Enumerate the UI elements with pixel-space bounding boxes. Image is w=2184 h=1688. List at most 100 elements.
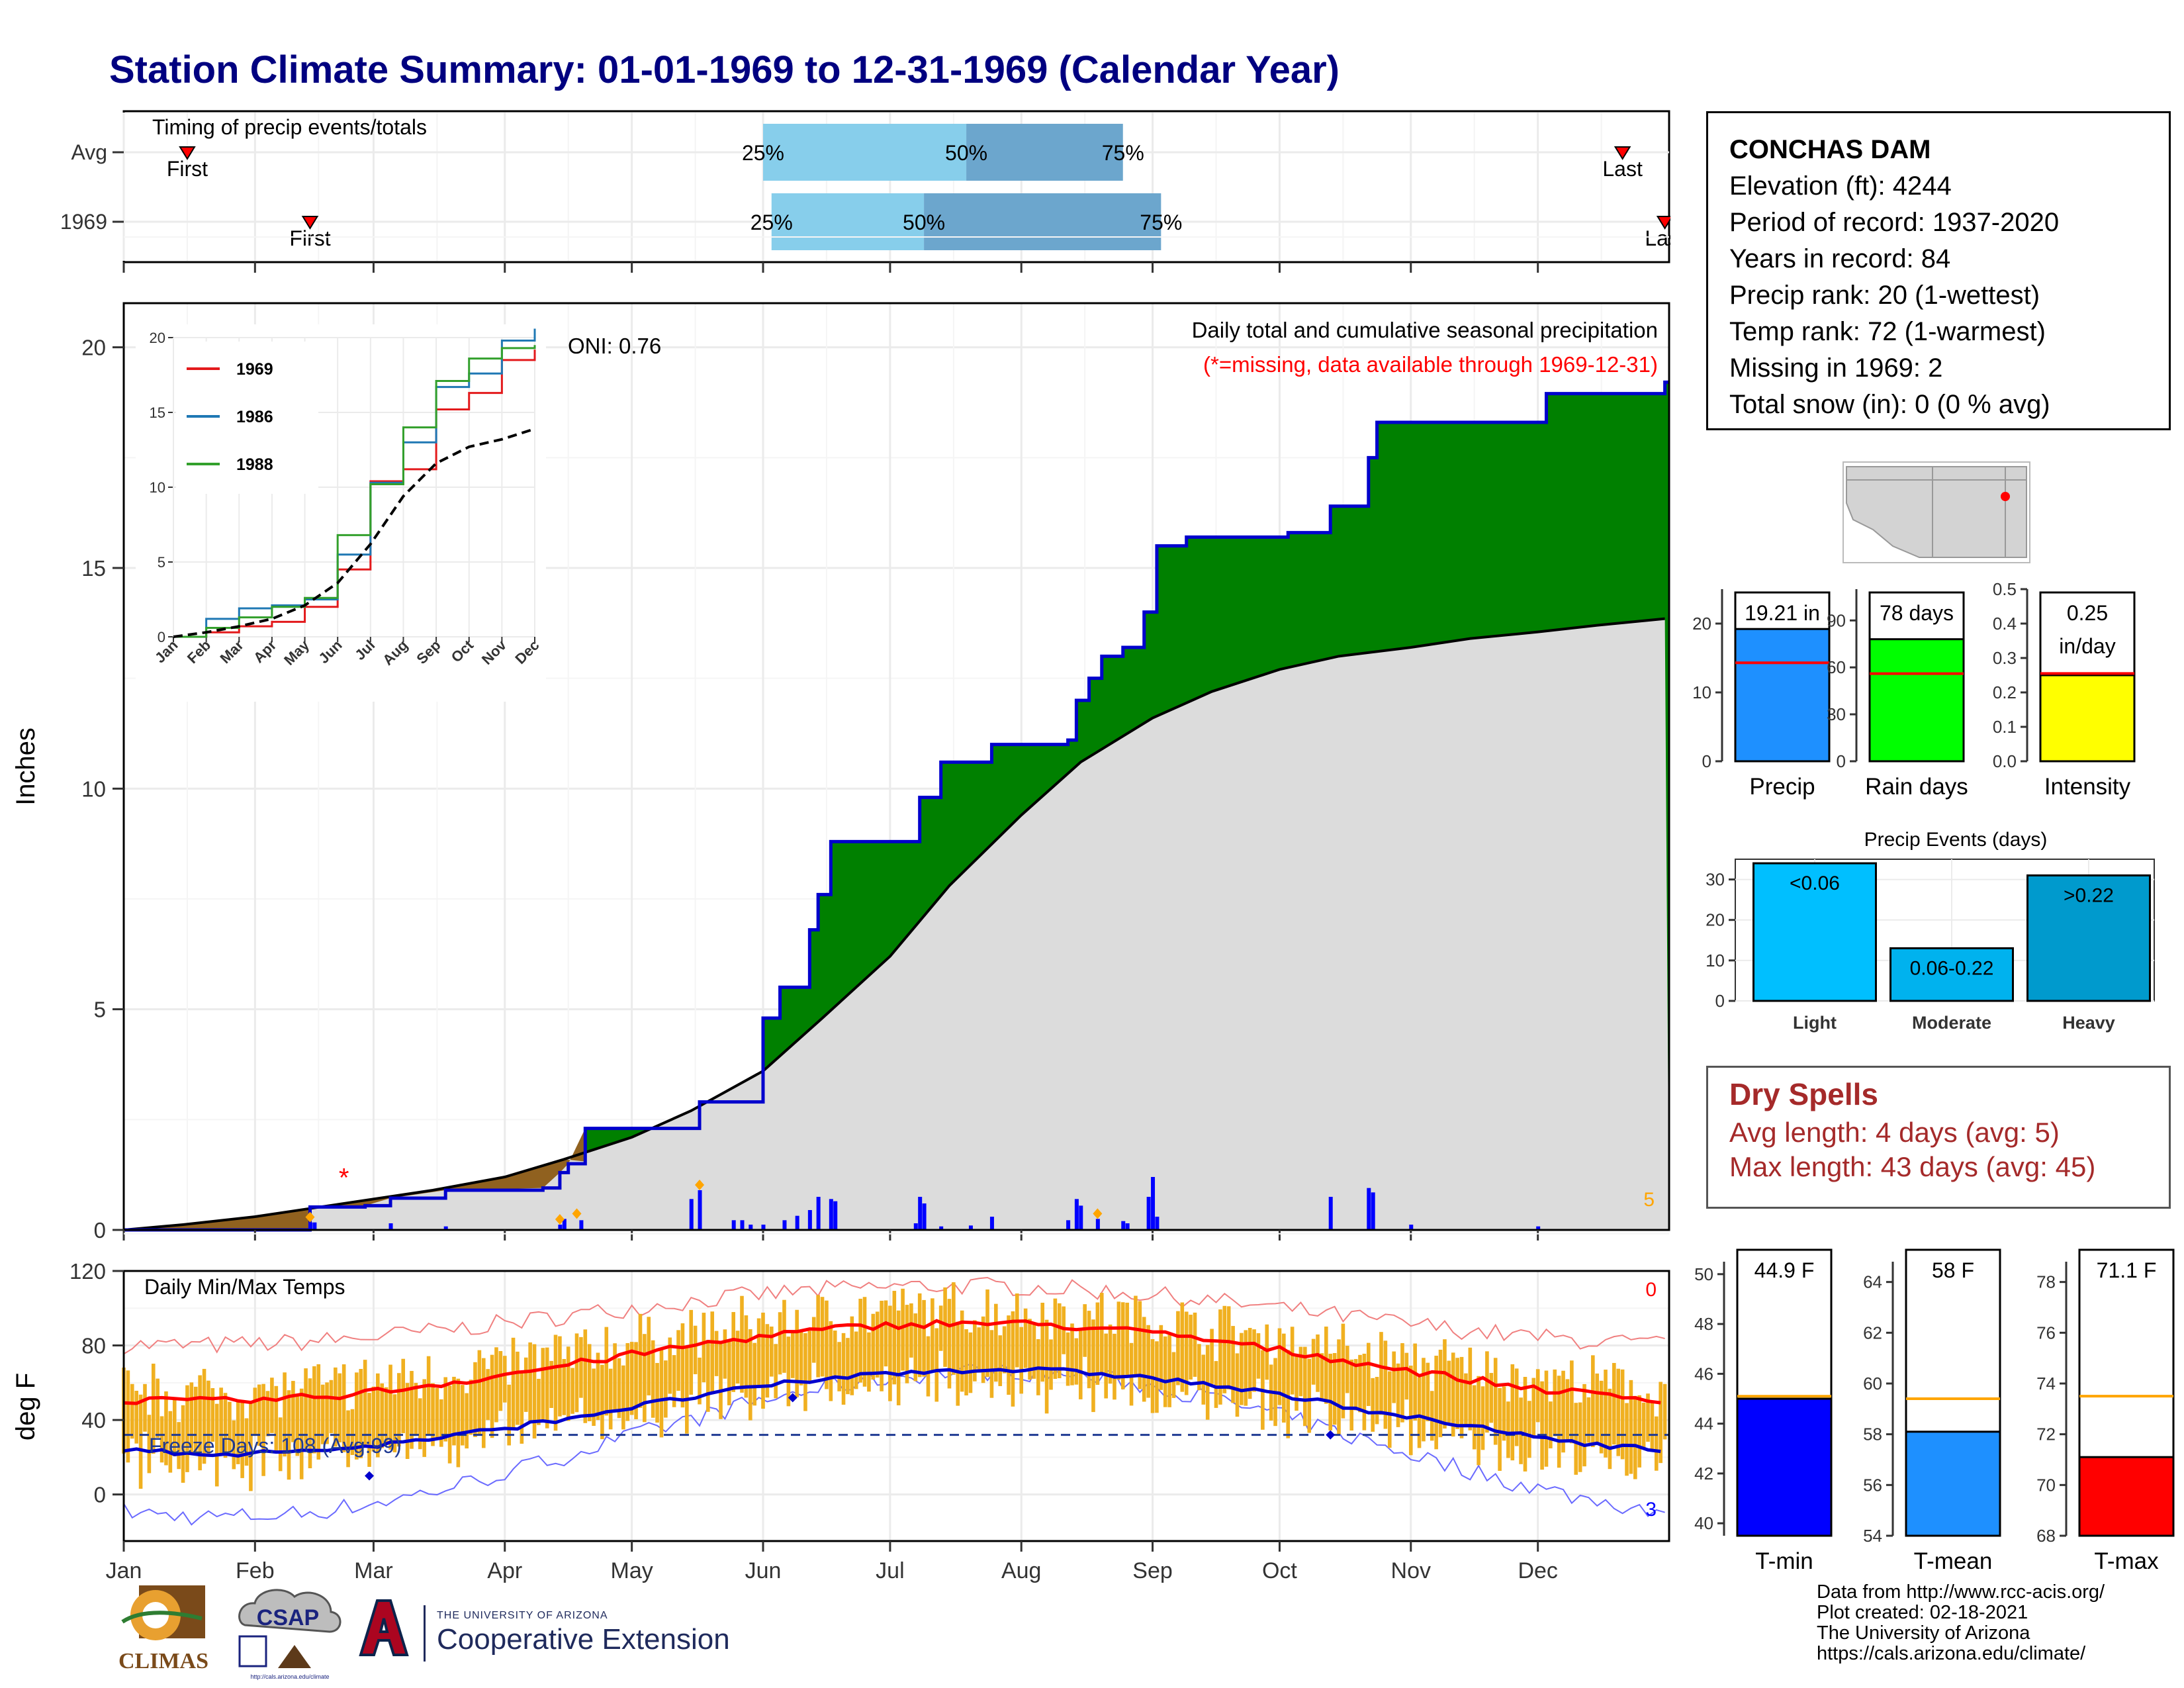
daily-temp-range-bar <box>617 1358 621 1419</box>
daily-temp-range-bar <box>1510 1364 1515 1461</box>
mini-y-tick-label: 72 <box>2036 1425 2056 1444</box>
daily-temp-range-bar <box>202 1368 206 1464</box>
daily-temp-range-bar <box>1480 1386 1485 1450</box>
daily-temp-range-bar <box>1113 1333 1116 1400</box>
daily-temp-range-bar <box>1040 1302 1045 1382</box>
daily-temp-range-bar <box>1574 1403 1578 1475</box>
temps-corner-top: 0 <box>1645 1279 1657 1301</box>
timing-q25-q50-bar <box>771 193 925 250</box>
daily-temp-range-bar <box>1400 1343 1404 1423</box>
daily-temp-range-bar <box>1142 1317 1146 1402</box>
daily-temp-range-bar <box>570 1368 574 1414</box>
daily-temp-range-bar <box>668 1337 672 1394</box>
daily-temp-range-bar <box>1298 1346 1303 1397</box>
daily-temp-range-bar <box>410 1371 414 1449</box>
daily-temp-range-bar <box>1498 1387 1502 1471</box>
csap-logo: CSAP http://cals.arizona.edu/climate <box>238 1589 341 1680</box>
station-temp-rank: Temp rank: 72 (1-warmest) <box>1729 317 2046 346</box>
daily-temp-range-bar <box>232 1420 236 1470</box>
daily-temp-range-bar <box>549 1360 553 1408</box>
daily-temp-range-bar <box>943 1287 947 1367</box>
daily-temp-range-bar <box>947 1299 952 1389</box>
temps-x-tick-label: Apr <box>487 1558 522 1583</box>
temps-x-tick-label: Mar <box>354 1558 393 1583</box>
timing-last-label: Last <box>1602 157 1643 181</box>
daily-temp-range-bar <box>1591 1355 1595 1448</box>
daily-temp-range-bar <box>756 1318 761 1385</box>
mini-y-tick-label: 0 <box>1702 751 1711 771</box>
missing-data-marker: * <box>339 1164 349 1193</box>
daily-temp-range-bar <box>502 1356 507 1403</box>
daily-temp-range-bar <box>1049 1339 1053 1390</box>
daily-precip-bar <box>968 1225 973 1230</box>
daily-precip-bar <box>918 1197 923 1230</box>
daily-temp-range-bar <box>1413 1343 1417 1421</box>
daily-precip-bar <box>1367 1188 1371 1230</box>
mini-y-tick-label: 68 <box>2036 1526 2056 1546</box>
daily-precip-bar <box>1066 1220 1071 1230</box>
daily-temp-range-bar <box>490 1354 494 1438</box>
mini-y-tick-label: 0.2 <box>1993 682 2017 702</box>
svg-text:CLIMAS: CLIMAS <box>118 1649 208 1673</box>
daily-temp-range-bar <box>1362 1353 1367 1430</box>
temps-x-tick-label: Jun <box>745 1558 782 1583</box>
credit-source: Data from http://www.rcc-acis.org/ <box>1817 1581 2105 1603</box>
inset-legend-label: 1988 <box>236 455 273 474</box>
inset-series-1986 <box>173 328 536 638</box>
daily-temp-range-bar <box>643 1334 647 1423</box>
daily-temp-range-bar <box>583 1329 588 1423</box>
daily-temp-range-bar <box>520 1371 524 1444</box>
daily-temp-range-bar <box>193 1386 198 1452</box>
daily-temp-range-bar <box>676 1330 680 1391</box>
daily-temp-range-bar <box>189 1382 194 1454</box>
daily-temp-range-bar <box>308 1378 312 1469</box>
daily-temp-range-bar <box>702 1313 706 1383</box>
daily-temp-range-bar <box>1349 1359 1354 1431</box>
events-y-tick-label: 30 <box>1706 870 1725 890</box>
daily-temp-range-bar <box>727 1339 731 1405</box>
daily-temp-range-bar <box>253 1387 257 1435</box>
mini-value-bar <box>1736 1397 1833 1537</box>
daily-temp-range-bar <box>1171 1352 1176 1398</box>
daily-temp-range-bar <box>934 1328 939 1402</box>
daily-temp-range-bar <box>1443 1339 1447 1429</box>
daily-temp-range-bar <box>392 1394 397 1452</box>
daily-precip-bar <box>698 1190 702 1230</box>
mini-y-tick-label: 40 <box>1694 1513 1713 1533</box>
mini-value-label: 58 F <box>1932 1258 1974 1282</box>
daily-temp-range-bar <box>647 1317 651 1395</box>
daily-temp-range-bar <box>1290 1327 1295 1395</box>
page-title: Station Climate Summary: 01-01-1969 to 1… <box>109 48 1340 91</box>
credits: Data from http://www.rcc-acis.org/ Plot … <box>1817 1582 2105 1664</box>
credit-university: The University of Arizona <box>1817 1622 2030 1644</box>
daily-temp-range-bar <box>346 1410 350 1468</box>
daily-temp-range-bar <box>1565 1379 1570 1442</box>
daily-temp-range-bar <box>816 1295 820 1378</box>
daily-temp-range-bar <box>1201 1354 1206 1405</box>
timing-clip-cover <box>1670 106 1704 271</box>
events-y-tick-label: 10 <box>1706 951 1725 970</box>
daily-temp-range-bar <box>731 1312 736 1392</box>
daily-temp-range-bar <box>545 1347 549 1429</box>
daily-temp-range-bar <box>172 1399 177 1456</box>
daily-temp-range-bar <box>1417 1377 1422 1448</box>
daily-temp-range-bar <box>1553 1369 1557 1436</box>
daily-temp-range-bar <box>634 1342 638 1420</box>
events-bar <box>1752 862 1877 1002</box>
daily-temp-range-bar <box>367 1393 371 1467</box>
daily-temp-range-bar <box>138 1394 143 1489</box>
daily-temp-range-bar <box>613 1343 617 1411</box>
temps-x-tick-label: Sep <box>1132 1558 1173 1583</box>
daily-temp-range-bar <box>1570 1360 1574 1444</box>
inset-average-line <box>173 427 535 638</box>
mini-value-label: 0.25 <box>2067 601 2108 625</box>
daily-temp-range-bar <box>714 1331 719 1376</box>
daily-temp-range-bar <box>452 1376 456 1446</box>
daily-temp-range-bar <box>854 1331 858 1389</box>
climas-logo: CLIMAS <box>118 1585 208 1673</box>
daily-precip-bar <box>1125 1223 1130 1230</box>
map-states <box>1846 466 2027 558</box>
daily-temp-range-bar <box>1337 1339 1341 1434</box>
daily-temp-range-bar <box>1375 1377 1379 1425</box>
temps-title: Daily Min/Max Temps <box>144 1275 345 1299</box>
